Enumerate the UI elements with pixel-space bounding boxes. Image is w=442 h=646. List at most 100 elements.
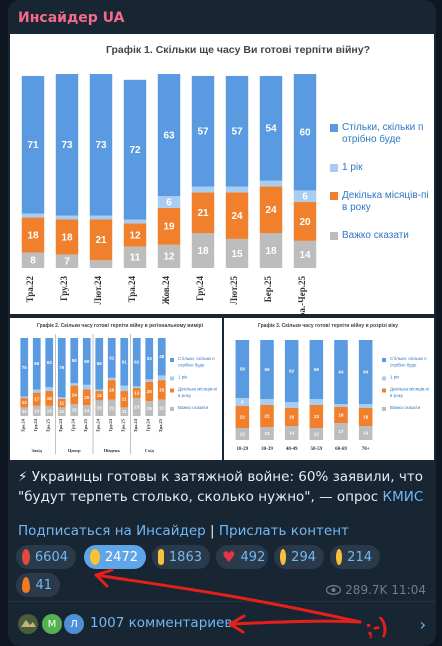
chart-age-svg: Графік 3. Скільки часу готові терпіти ві… xyxy=(235,322,429,452)
bar-segment xyxy=(145,401,154,416)
links-row: Подписаться на Инсайдер | Прислать конте… xyxy=(18,523,349,539)
bar-segment xyxy=(225,192,249,239)
bar-segment xyxy=(70,404,79,416)
reaction-chip[interactable]: 2472 xyxy=(84,545,146,569)
bar-segment xyxy=(89,219,113,261)
bar-segment xyxy=(120,391,129,408)
legend-swatch xyxy=(330,124,338,132)
bar-segment xyxy=(259,75,283,181)
bar-segment xyxy=(284,402,299,408)
subscribe-link[interactable]: Подписаться на Инсайдер xyxy=(18,523,206,539)
post-link-kmis[interactable]: КМИС xyxy=(382,489,424,505)
message-meta: 289.7K 11:04 xyxy=(326,583,426,597)
legend-swatch xyxy=(330,232,338,240)
bar-segment xyxy=(32,338,41,390)
bar-segment xyxy=(225,186,249,193)
legend-entry: 1 рік xyxy=(178,375,187,380)
bar-segment xyxy=(358,340,373,404)
x-tick-label: Тра.25 xyxy=(158,418,163,432)
reaction-chip[interactable]: 1863 xyxy=(152,545,210,569)
legend-entry: Декілька місяців-пі в року xyxy=(178,387,217,399)
bar-segment xyxy=(157,338,166,376)
legend-entry: Важко сказати xyxy=(178,405,209,410)
reaction-chip[interactable]: 214 xyxy=(330,545,380,569)
reaction-count: 41 xyxy=(35,577,52,593)
bar-segment xyxy=(284,426,299,440)
bar-segment xyxy=(225,238,249,268)
bar-value-label: 19 xyxy=(47,396,53,401)
bar-segment xyxy=(32,389,41,393)
bar-value-label: 25 xyxy=(109,387,115,392)
bar-value-label: 60 xyxy=(84,359,90,364)
legend-swatch xyxy=(170,358,174,362)
bar-value-label: 58 xyxy=(72,358,78,363)
bar-segment xyxy=(20,338,29,397)
bar-segment xyxy=(293,74,317,191)
bar-segment xyxy=(191,192,215,234)
bar-segment xyxy=(55,74,79,216)
bar-segment xyxy=(191,186,215,193)
comments-bar[interactable]: М Л 1007 комментариев › xyxy=(8,601,436,646)
x-tick-label: Тра.-Чер.25 xyxy=(297,276,307,314)
bar-segment xyxy=(123,79,147,220)
bar-segment xyxy=(358,408,373,426)
reaction-chip[interactable]: 6604 xyxy=(16,545,76,569)
x-tick-label: 70+ xyxy=(362,447,370,452)
reaction-count: 1863 xyxy=(168,549,202,565)
x-tick-label: Гру.24 xyxy=(33,418,38,431)
bar-segment xyxy=(259,233,283,268)
legend-swatch xyxy=(330,164,338,172)
bar-segment xyxy=(235,428,250,440)
reaction-count: 214 xyxy=(347,549,372,565)
bar-segment xyxy=(157,380,166,400)
reaction-chip[interactable]: 41 xyxy=(16,573,60,597)
bar-segment xyxy=(191,233,215,268)
x-tick-label: Лют.25 xyxy=(229,276,239,305)
submit-content-link[interactable]: Прислать контент xyxy=(218,523,349,539)
bar-segment xyxy=(309,428,324,440)
commenter-avatar-1 xyxy=(16,612,40,636)
legend-entry: Стільки, скільки п отрібно буде xyxy=(342,122,423,145)
chart-region[interactable]: Графік 2. Скільки часу готові терпіти ві… xyxy=(10,318,222,460)
bar-value-label: 23 xyxy=(134,405,140,410)
bar-value-label: 63 xyxy=(47,360,53,365)
x-tick-label: Тра.24 xyxy=(133,418,138,432)
x-tick-label: Гру.24 xyxy=(70,418,75,431)
chevron-right-icon[interactable]: › xyxy=(419,615,426,634)
x-tick-label: 18-29 xyxy=(236,447,248,452)
comments-count[interactable]: 1007 комментариев xyxy=(90,615,233,631)
bar-segment xyxy=(293,202,317,241)
reaction-chip[interactable]: ♥ 492 xyxy=(216,545,268,569)
bar-value-label: 15 xyxy=(72,408,78,413)
bar-segment xyxy=(145,379,154,382)
bar-segment xyxy=(107,338,116,378)
reaction-count: 2472 xyxy=(104,549,138,565)
bar-segment xyxy=(20,398,29,408)
bar-segment xyxy=(82,405,91,416)
bar-segment xyxy=(57,407,66,416)
chart-main[interactable]: Графік 1. Скільки ще часу Ви готові терп… xyxy=(10,34,434,314)
bar-value-label: 53 xyxy=(147,356,153,361)
bar-value-label: 62 xyxy=(289,369,295,374)
bar-value-label: 19 xyxy=(163,222,175,233)
post-text: ⚡ Украинцы готовы к затяжной войне: 60% … xyxy=(18,467,428,507)
bar-segment xyxy=(123,219,147,224)
bar-segment xyxy=(120,407,129,416)
legend-entry: Важко сказати xyxy=(390,405,421,410)
chart-age[interactable]: Графік 3. Скільки часу готові терпіти ві… xyxy=(224,318,434,460)
grinning-face-icon xyxy=(90,549,100,565)
bar-segment xyxy=(260,340,274,399)
bar-value-label: 11 xyxy=(130,253,141,264)
bar-segment xyxy=(309,340,324,399)
reaction-chip[interactable]: 294 xyxy=(274,545,324,569)
bar-value-label: 13 xyxy=(134,390,140,395)
channel-name[interactable]: Инсайдер UA xyxy=(18,10,125,26)
chart-title: Графік 1. Скільки ще часу Ви готові терп… xyxy=(106,44,370,56)
bar-segment xyxy=(293,190,317,203)
bar-segment xyxy=(20,396,29,399)
bar-segment xyxy=(123,246,147,268)
bar-value-label: 57 xyxy=(197,127,209,138)
bar-value-label: 54 xyxy=(265,124,277,135)
bar-value-label: 21 xyxy=(197,208,209,219)
bar-value-label: 72 xyxy=(129,145,141,156)
